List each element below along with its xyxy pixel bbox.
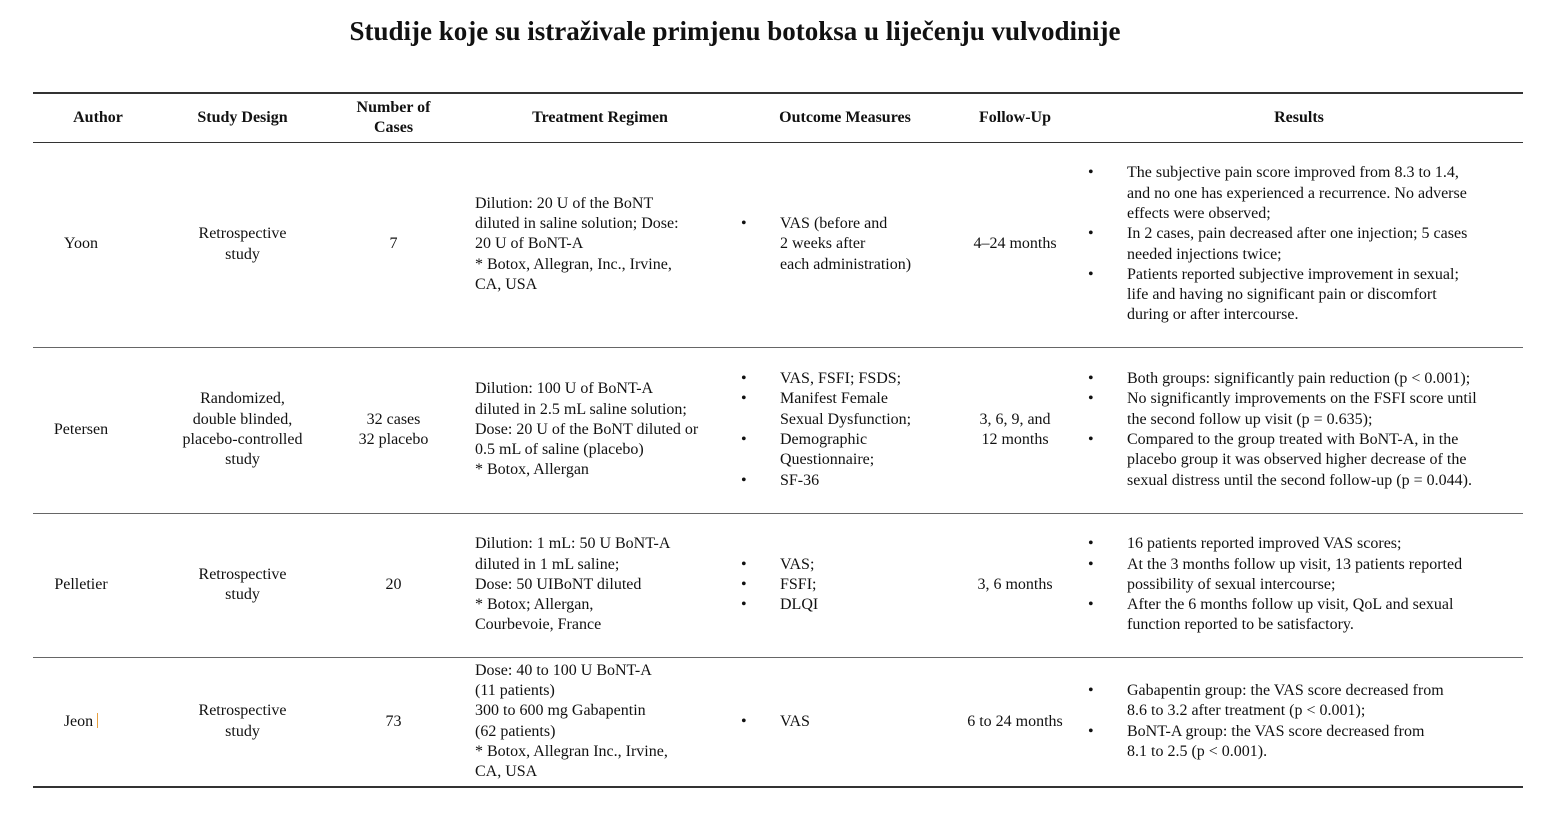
result-item: After the 6 months follow up visit, QoL …	[1075, 595, 1523, 636]
header-row: Author Study Design Number of Cases Trea…	[33, 93, 1523, 142]
follow-up-cell: 6 to 24 months	[967, 712, 1063, 730]
result-item: No significantly improvements on the FSF…	[1075, 389, 1523, 430]
header-treatment-regimen: Treatment Regimen	[532, 108, 668, 126]
result-item: At the 3 months follow up visit, 13 pati…	[1075, 555, 1523, 596]
result-item: In 2 cases, pain decreased after one inj…	[1075, 224, 1523, 265]
treatment-cell: Dilution: 1 mL: 50 U BoNT-A diluted in 1…	[475, 535, 671, 634]
follow-up-cell: 3, 6 months	[977, 575, 1053, 593]
results-list: 16 patients reported improved VAS scores…	[1075, 534, 1523, 635]
result-item: Both groups: significantly pain reductio…	[1075, 369, 1523, 390]
author-cell: Pelletier	[54, 575, 108, 593]
study-design-cell: Retrospective study	[198, 702, 287, 740]
author-name: Jeon	[63, 712, 94, 730]
header-follow-up: Follow-Up	[979, 108, 1051, 126]
outcome-list: VAS	[735, 712, 955, 733]
header-results: Results	[1274, 108, 1324, 126]
cases-cell: 7	[389, 235, 398, 253]
header-study-design: Study Design	[197, 108, 288, 126]
studies-table: Author Study Design Number of Cases Trea…	[33, 92, 1523, 788]
outcome-item: DLQI	[735, 595, 955, 616]
header-outcome-measures: Outcome Measures	[779, 108, 911, 126]
outcome-list: VAS, FSFI; FSDS;Manifest Female Sexual D…	[735, 369, 955, 491]
author-cell: Yoon	[64, 235, 98, 253]
author-cell: Jeon	[33, 657, 163, 787]
table-row: Jeon Retrospective study 73 Dose: 40 to 100…	[33, 657, 1523, 787]
result-item: Patients reported subjective improvement…	[1075, 265, 1523, 326]
outcome-item: VAS	[735, 712, 955, 733]
outcome-cell: VAS	[735, 657, 955, 787]
outcome-item: FSFI;	[735, 575, 955, 596]
study-design-cell: Retrospective study	[198, 225, 287, 263]
result-item: BoNT-A group: the VAS score decreased fr…	[1075, 722, 1523, 763]
result-item: Gabapentin group: the VAS score decrease…	[1075, 681, 1523, 722]
outcome-item: Demographic Questionnaire;	[735, 430, 955, 471]
treatment-cell: Dilution: 20 U of the BoNT diluted in sa…	[475, 194, 679, 293]
study-design-cell: Randomized, double blinded, placebo-cont…	[182, 390, 303, 469]
text-cursor	[97, 712, 99, 728]
study-design-cell: Retrospective study	[198, 565, 287, 603]
result-item: Compared to the group treated with BoNT-…	[1075, 430, 1523, 491]
outcome-list: VAS (before and 2 weeks after each admin…	[735, 214, 955, 275]
outcome-cell: VAS (before and 2 weeks after each admin…	[735, 142, 955, 347]
header-number-of-cases: Number of Cases	[356, 98, 431, 136]
table-row: Petersen Randomized, double blinded, plac…	[33, 347, 1523, 513]
cases-cell: 32 cases 32 placebo	[358, 410, 429, 448]
cases-cell: 73	[385, 712, 402, 730]
outcome-item: VAS;	[735, 555, 955, 576]
outcome-cell: VAS;FSFI;DLQI	[735, 513, 955, 657]
outcome-cell: VAS, FSFI; FSDS;Manifest Female Sexual D…	[735, 347, 955, 513]
header-author: Author	[73, 108, 123, 126]
results-list: Both groups: significantly pain reductio…	[1075, 369, 1523, 491]
author-cell: Petersen	[53, 420, 109, 438]
outcome-item: SF-36	[735, 471, 955, 492]
results-list: Gabapentin group: the VAS score decrease…	[1075, 681, 1523, 762]
results-cell: 16 patients reported improved VAS scores…	[1075, 513, 1523, 657]
treatment-cell: Dilution: 100 U of BoNT-A diluted in 2.5…	[475, 380, 699, 479]
outcome-list: VAS;FSFI;DLQI	[735, 555, 955, 616]
results-cell: The subjective pain score improved from …	[1075, 142, 1523, 347]
outcome-item: Manifest Female Sexual Dysfunction;	[735, 389, 955, 430]
results-list: The subjective pain score improved from …	[1075, 163, 1523, 325]
page-title: Studije koje su istraživale primjenu bot…	[349, 16, 1121, 46]
table-row: Pelletier Retrospective study 20 Dilution: …	[33, 513, 1523, 657]
result-item: 16 patients reported improved VAS scores…	[1075, 534, 1523, 555]
results-cell: Gabapentin group: the VAS score decrease…	[1075, 657, 1523, 787]
outcome-item: VAS, FSFI; FSDS;	[735, 369, 955, 390]
table-row: Yoon Retrospective study 7 Dilution: 20 U o…	[33, 142, 1523, 347]
follow-up-cell: 3, 6, 9, and 12 months	[979, 410, 1051, 448]
cases-cell: 20	[385, 575, 402, 593]
treatment-cell: Dose: 40 to 100 U BoNT-A (11 patients) 3…	[475, 661, 668, 781]
result-item: The subjective pain score improved from …	[1075, 163, 1523, 224]
results-cell: Both groups: significantly pain reductio…	[1075, 347, 1523, 513]
outcome-item: VAS (before and 2 weeks after each admin…	[735, 214, 955, 275]
follow-up-cell: 4–24 months	[973, 235, 1057, 253]
